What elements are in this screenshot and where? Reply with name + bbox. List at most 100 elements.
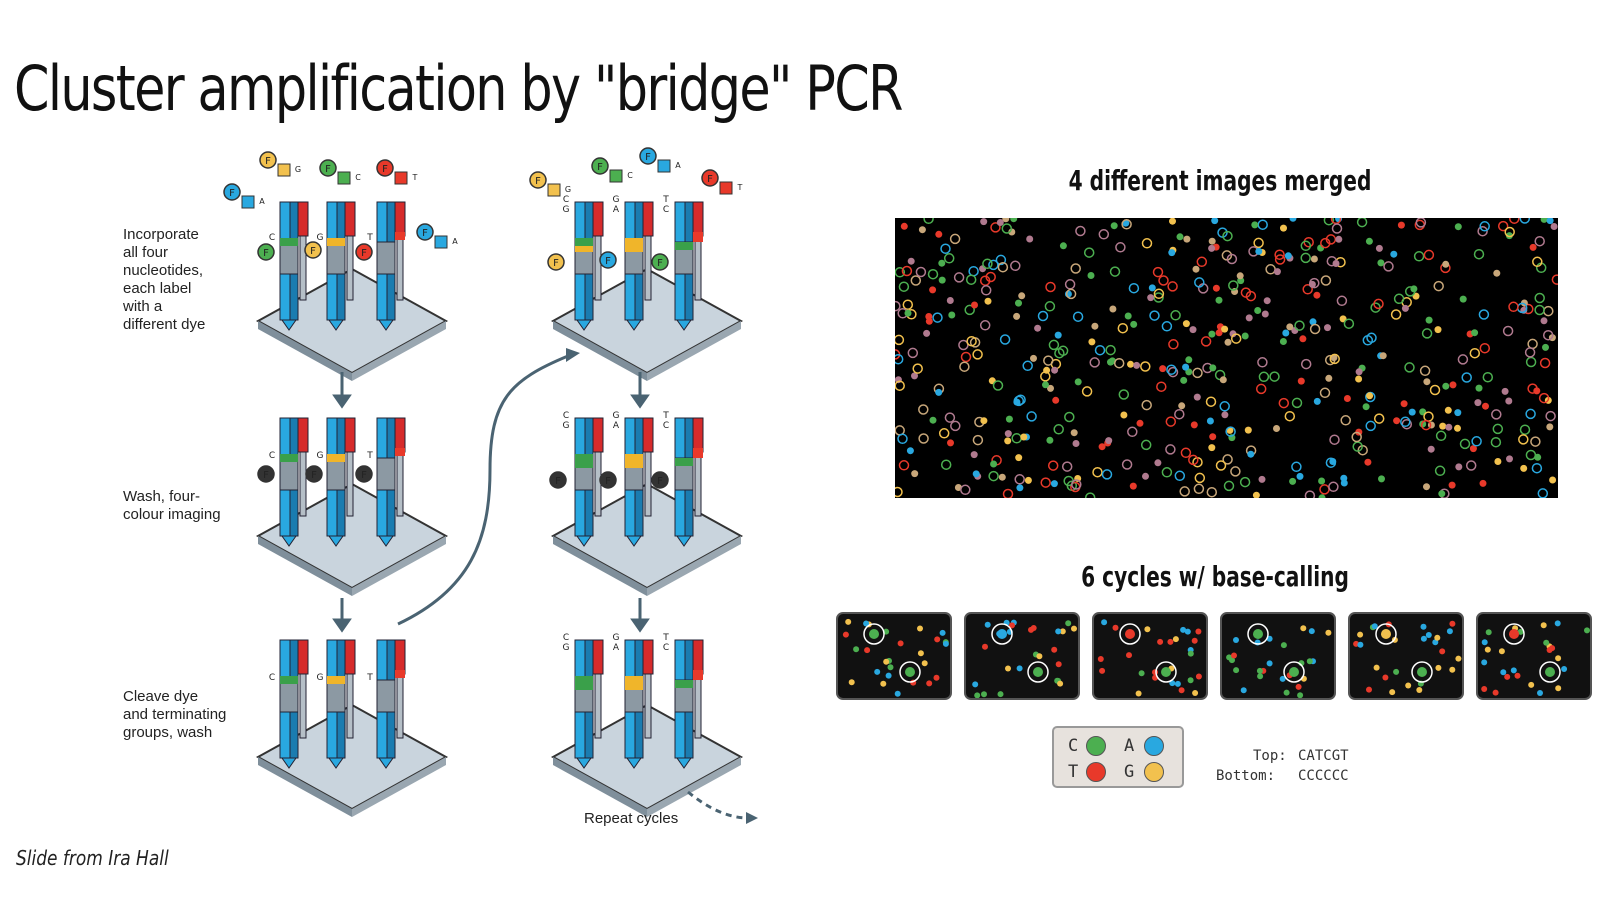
- imaging-dye-col2-mid-0: [549, 471, 567, 489]
- cluster-dot: [940, 459, 952, 470]
- cluster-dot: [1183, 235, 1191, 243]
- cluster-dot: [1273, 425, 1280, 432]
- cluster-dot: [1167, 281, 1178, 292]
- free-dye-col1-0-letter: F: [265, 156, 271, 167]
- cluster-dot: [1113, 357, 1125, 369]
- cluster-dot: [901, 265, 913, 277]
- cluster-dot: [1491, 409, 1502, 420]
- free-nucleotide-col2-0-base: G: [565, 185, 571, 194]
- free-dye-col2-0-letter: F: [535, 176, 541, 187]
- cluster-dot: [1343, 395, 1351, 402]
- cluster-dot: [958, 339, 969, 351]
- legend-base-c: C: [1068, 736, 1079, 756]
- cluster-dot: [1015, 454, 1023, 462]
- cluster-dot: [902, 299, 914, 310]
- imaging-dye-col2-mid-0-letter: F: [555, 476, 561, 487]
- cluster-dot: [1475, 384, 1483, 392]
- bound-dye-col2-top-1: [599, 251, 617, 269]
- cluster-dot: [1434, 326, 1442, 334]
- cycle-panel-1: [836, 612, 952, 700]
- cluster-dot: [1474, 399, 1482, 407]
- imaging-dye-step2-0: [257, 465, 275, 483]
- cluster-dot: [944, 412, 956, 423]
- cluster-dot: [1508, 301, 1519, 313]
- cycle-dot: [1416, 687, 1423, 693]
- cluster-dot: [1454, 424, 1461, 432]
- cluster-dot: [1225, 426, 1236, 437]
- bound-dye-step1-1: [304, 241, 322, 259]
- cluster-dot: [1550, 223, 1558, 230]
- cluster-dot: [1482, 402, 1489, 410]
- free-dye-col1-1-letter: F: [325, 164, 331, 175]
- cluster-dot: [1209, 433, 1217, 441]
- cluster-dot: [1509, 213, 1520, 224]
- cluster-dot: [1015, 299, 1022, 307]
- strand-col2-top-c: [674, 201, 704, 331]
- cluster-dot: [1546, 423, 1554, 431]
- cluster-dot: [1059, 242, 1067, 250]
- cluster-dot: [1448, 481, 1456, 489]
- cycle-dot: [874, 668, 881, 675]
- bound-dye-step1-0-letter: F: [263, 248, 269, 259]
- cluster-dot: [1098, 443, 1106, 451]
- cycle-dot: [1187, 650, 1194, 657]
- cluster-dot: [1140, 361, 1151, 372]
- cycle-dot: [1071, 625, 1077, 632]
- cycle-dot: [1051, 646, 1058, 653]
- cluster-dot: [1215, 296, 1223, 304]
- cluster-dot: [1538, 392, 1550, 404]
- cluster-dot: [946, 297, 954, 304]
- cluster-dot: [959, 361, 970, 372]
- cluster-dot: [1257, 219, 1268, 230]
- strand-step3-a: [279, 639, 309, 769]
- cluster-dot: [1244, 426, 1252, 434]
- imaging-dye-step2-2-letter: F: [361, 470, 367, 481]
- cluster-dot: [1168, 249, 1176, 257]
- merged-images-heading: 4 different images merged: [1068, 164, 1372, 197]
- cluster-dot: [1192, 367, 1203, 379]
- cluster-dot: [1291, 461, 1302, 473]
- cluster-dot: [995, 254, 1007, 266]
- cluster-dot: [932, 312, 943, 323]
- cycle-dot: [1135, 690, 1142, 697]
- strand-base-col2-2-1-a: G: [613, 633, 620, 643]
- cycle-dot: [1126, 652, 1132, 659]
- cluster-dot: [1064, 279, 1076, 290]
- cluster-dot: [912, 363, 923, 374]
- cluster-dot: [1158, 275, 1169, 286]
- cluster-dot: [1530, 436, 1541, 447]
- cycle-dot: [1195, 673, 1202, 680]
- cluster-dot: [1465, 460, 1477, 471]
- cluster-dot: [1064, 411, 1075, 423]
- cluster-dot: [1098, 229, 1110, 240]
- cluster-dot: [1351, 431, 1362, 443]
- cluster-dot: [1142, 472, 1149, 480]
- cluster-dot: [1318, 477, 1326, 485]
- cycle-dot: [1257, 673, 1264, 680]
- cluster-dot: [982, 258, 993, 270]
- cycle-panel-2: [964, 612, 1080, 700]
- cycle-dot: [972, 681, 979, 688]
- cluster-dot: [1289, 477, 1297, 485]
- cluster-dot: [929, 416, 937, 424]
- cluster-dot: [1284, 410, 1296, 422]
- cluster-dot: [996, 219, 1004, 226]
- cluster-dot: [1415, 217, 1427, 228]
- arrow-curved-cycle: [397, 354, 569, 626]
- cluster-dot: [1043, 355, 1054, 366]
- cluster-dot: [923, 213, 934, 225]
- free-dye-col1-2-letter: F: [382, 164, 388, 175]
- cluster-dot: [1493, 269, 1501, 277]
- cluster-dot: [1065, 288, 1077, 300]
- cluster-dot: [1002, 215, 1010, 223]
- cluster-dot: [1319, 484, 1330, 495]
- free-dye-col2-1-letter: F: [597, 162, 603, 173]
- cluster-dot: [1105, 437, 1113, 445]
- cluster-dot: [1236, 272, 1244, 280]
- cycle-dot: [885, 672, 892, 679]
- cluster-dot: [1421, 328, 1433, 339]
- cluster-dot: [1046, 436, 1054, 444]
- cluster-dot: [935, 230, 943, 238]
- arrow-col2-top-to-mid: [630, 372, 650, 409]
- cluster-dot: [1120, 411, 1128, 419]
